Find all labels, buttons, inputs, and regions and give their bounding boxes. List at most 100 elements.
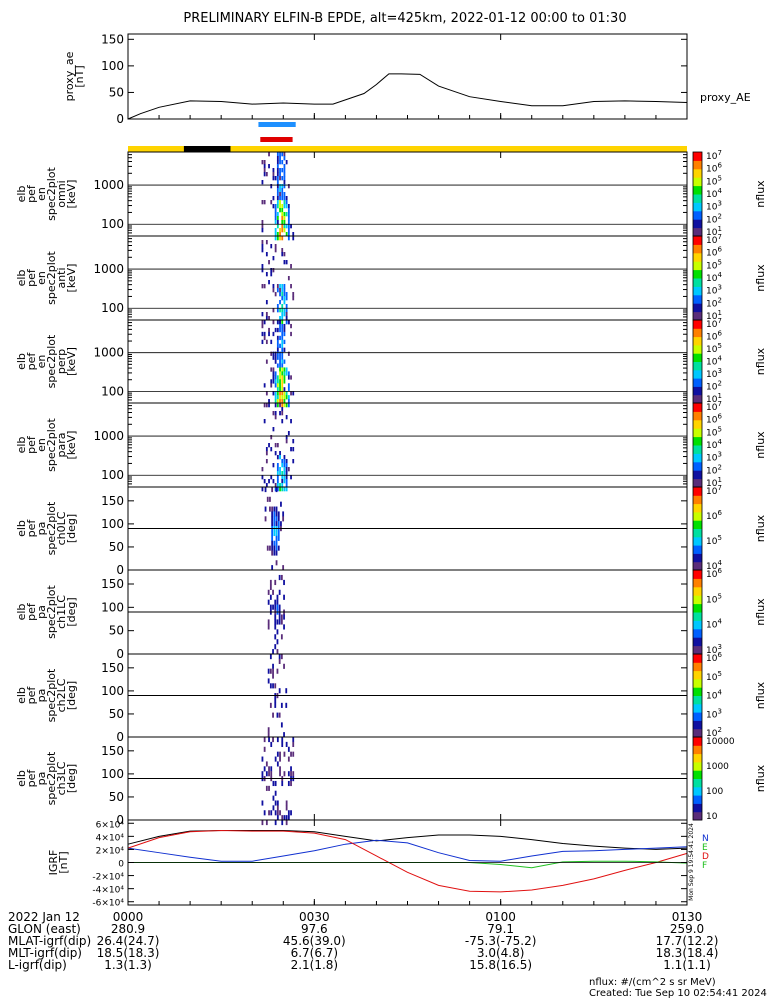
spectrogram-cell — [276, 184, 279, 189]
spectrogram-cell — [261, 268, 264, 273]
colorbar-segment — [693, 761, 702, 765]
spectrogram-elb_pef_pa_spec2plot_ch3LC — [261, 737, 295, 826]
ylabel-line: [keV] — [65, 347, 78, 376]
spectrogram-cell — [265, 785, 268, 791]
colorbar-segment — [693, 449, 702, 452]
spectrogram-cell — [272, 308, 275, 313]
ylabel-line: proxy_ae — [63, 51, 76, 101]
spectrogram-cell — [273, 545, 276, 551]
colorbar-segment — [693, 476, 702, 480]
spectrogram-cell — [278, 574, 281, 581]
spectrogram-cell — [279, 232, 281, 237]
spectrogram-cell — [268, 737, 270, 743]
spectrogram-cell — [278, 589, 281, 595]
elb_pef_pa_spec2plot_ch2LC-colorbar-tick-label: 102 — [706, 726, 722, 739]
spectrogram-cell — [292, 292, 295, 297]
elb_pef_en_spec2plot_omni-colorbar — [693, 152, 702, 237]
spectrogram-cell — [276, 308, 279, 313]
colorbar-segment — [693, 369, 702, 373]
colorbar-segment — [693, 290, 702, 294]
spectrogram-cell — [285, 296, 288, 301]
spectrogram-cell — [261, 312, 264, 317]
elb_pef_pa_spec2plot_ch0LC-colorbar-tick-label: 104 — [706, 559, 722, 572]
igrf-ytick-label: 4×10⁴ — [96, 833, 125, 843]
spectrogram-cell — [263, 403, 266, 408]
spectrogram-cell — [283, 663, 285, 669]
spectrogram-cell — [279, 188, 281, 193]
spectrogram-cell — [285, 200, 288, 205]
elb_pef_pa_spec2plot_ch1LC-ytick-label: 0 — [116, 647, 124, 661]
spectrogram-cell — [283, 204, 286, 209]
elb_pef_en_spec2plot_anti-colorbar-tick-label: 106 — [706, 246, 722, 259]
spectrogram-cell — [279, 411, 281, 416]
spectrogram-cell — [285, 403, 288, 408]
colorbar-segment — [693, 489, 702, 492]
ylabel-line: spec2plot — [45, 334, 58, 388]
spectrogram-cell — [276, 156, 279, 161]
spectrogram-cell — [272, 737, 274, 743]
ylabel-line: elb — [15, 270, 28, 287]
colorbar-segment — [693, 555, 702, 559]
colorbar-segment — [693, 567, 702, 571]
spectrogram-cell — [279, 323, 281, 329]
spectrogram-cell — [274, 483, 277, 488]
spectrogram-cell — [268, 771, 270, 777]
ylabel-line: spec2plot — [45, 251, 58, 305]
igrf-ytick-label: -6×10⁴ — [92, 899, 124, 909]
spectrogram-cell — [281, 304, 284, 309]
spectrogram-cell — [274, 443, 277, 448]
colorbar-segment — [693, 415, 702, 419]
spectrogram-cell — [273, 506, 276, 512]
elb_pef_pa_spec2plot_ch0LC-colorbar — [693, 487, 702, 571]
spectrogram-cell — [287, 771, 290, 777]
spectrogram-cell — [276, 347, 279, 352]
colorbar-segment — [693, 313, 702, 317]
colorbar-segment — [693, 363, 702, 367]
colorbar-segment — [693, 177, 702, 180]
spectrogram-cell — [274, 375, 277, 380]
spectrogram-cell — [272, 168, 275, 173]
spectrogram-cell — [272, 683, 274, 689]
spectrogram-cell — [281, 331, 284, 337]
spectrogram-cell — [269, 594, 272, 600]
footer-row-label: L-igrf(dip) — [8, 958, 67, 972]
spectrogram-cell — [276, 343, 279, 348]
colorbar-segment — [693, 491, 702, 494]
colorbar-segment — [693, 495, 702, 498]
spectrogram-elb_pef_pa_spec2plot_ch1LC — [267, 574, 285, 660]
spectrogram-cell — [281, 216, 284, 221]
elb_pef_en_spec2plot_perp-colorbar-tick-label: 105 — [706, 342, 722, 355]
igrf-ytick-label: 6×10⁴ — [96, 820, 125, 830]
spectrogram-cell — [276, 200, 279, 205]
colorbar-segment — [693, 191, 702, 195]
spectrogram-cell — [279, 288, 281, 293]
spectrogram-cell — [279, 236, 281, 241]
spectrogram-cell — [265, 252, 268, 257]
elb_pef_en_spec2plot_para-frame — [127, 402, 688, 488]
colorbar-segment — [693, 616, 702, 619]
colorbar-segment — [693, 635, 702, 638]
spectrogram-cell — [276, 805, 279, 811]
spectrogram-cell — [275, 540, 278, 546]
spectrogram-cell — [290, 766, 292, 772]
spectrogram-layer — [261, 152, 702, 826]
spectrogram-cell — [273, 511, 276, 517]
spectrogram-cell — [281, 403, 284, 408]
spectrogram-cell — [268, 479, 270, 484]
spectrogram-cell — [272, 479, 275, 484]
ylabel-line: IGRF — [47, 850, 60, 876]
footer-cell: 15.8(16.5) — [469, 958, 533, 972]
footer-row-label: GLON (east) — [8, 922, 81, 936]
spectrogram-cell — [287, 220, 290, 225]
colorbar-segment — [693, 334, 702, 338]
colorbar-segment — [693, 505, 702, 509]
spectrogram-cell — [265, 761, 268, 767]
spectrogram-cell — [281, 375, 284, 380]
ylabel-line: spec2plot — [45, 501, 58, 555]
spectrogram-cell — [272, 668, 274, 674]
colorbar-segment — [693, 152, 702, 155]
spectrogram-cell — [270, 184, 273, 189]
spectrogram-cell — [285, 391, 288, 396]
spectrogram-cell — [292, 232, 295, 237]
spectrogram-cell — [290, 323, 292, 329]
